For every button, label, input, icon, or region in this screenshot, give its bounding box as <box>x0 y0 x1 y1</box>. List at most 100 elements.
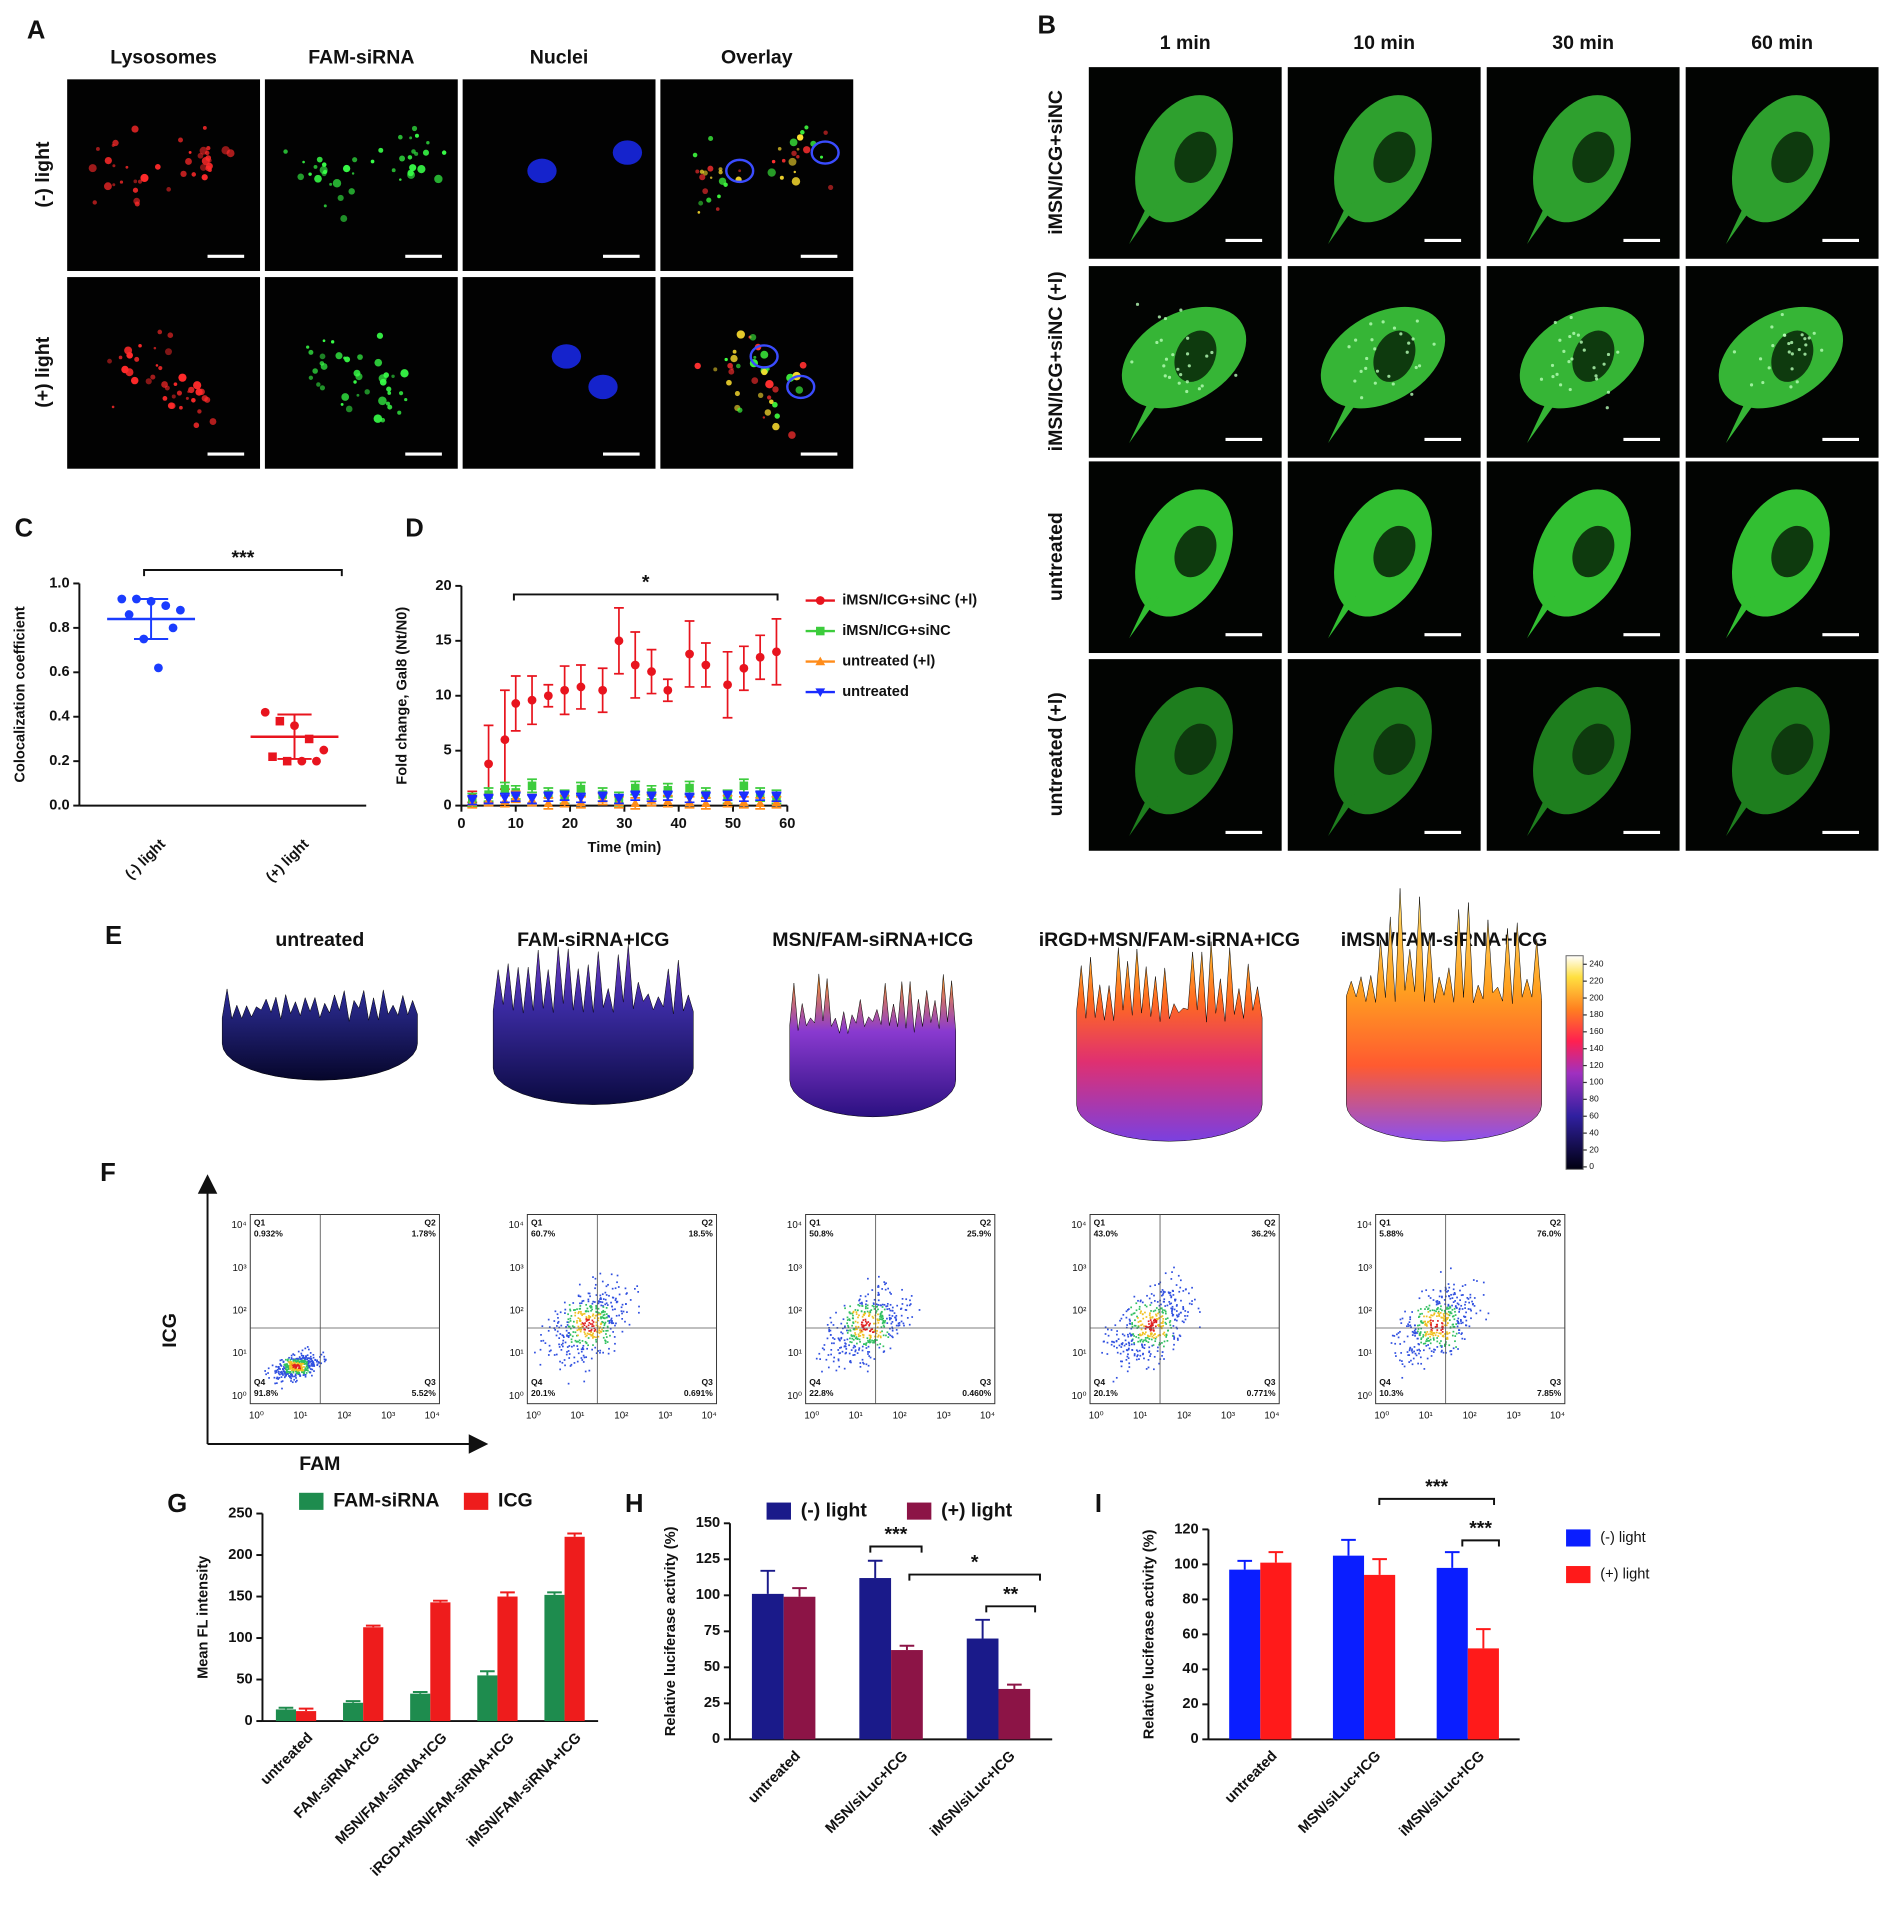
event-dot <box>1140 1312 1142 1314</box>
bar <box>1260 1563 1291 1740</box>
event-dot <box>581 1302 583 1304</box>
event-dot <box>865 1344 867 1346</box>
y-axis-label: Colocalization coefficient <box>13 606 29 782</box>
colorbar <box>1566 956 1583 1170</box>
event-dot <box>583 1329 585 1331</box>
event-dot <box>1128 1342 1130 1344</box>
signal <box>412 126 417 131</box>
y-tick-label: 10⁴ <box>232 1220 247 1231</box>
speckle <box>1583 349 1586 352</box>
event-dot <box>1143 1325 1145 1327</box>
event-dot <box>910 1303 912 1305</box>
event-dot <box>587 1308 589 1310</box>
plot-frame <box>527 1214 716 1403</box>
micrograph <box>1487 461 1680 653</box>
speckle <box>1178 382 1181 385</box>
event-dot <box>304 1348 306 1350</box>
event-dot <box>281 1373 283 1375</box>
event-dot <box>322 1352 324 1354</box>
event-dot <box>830 1322 832 1324</box>
event-dot <box>849 1305 851 1307</box>
event-dot <box>902 1298 904 1300</box>
event-dot <box>297 1362 299 1364</box>
signal <box>386 387 391 392</box>
event-dot <box>861 1311 863 1313</box>
colorbar-tick-label: 240 <box>1589 959 1603 969</box>
speckle <box>1570 357 1573 360</box>
signal <box>203 126 207 130</box>
x-tick-label: 10⁴ <box>1264 1410 1279 1421</box>
speckle <box>1210 351 1213 354</box>
y-axis-label: Relative luciferase activity (%) <box>1142 1529 1158 1739</box>
event-dot <box>557 1313 559 1315</box>
event-dot <box>1149 1285 1151 1287</box>
event-dot <box>858 1347 860 1349</box>
event-dot <box>909 1299 911 1301</box>
event-dot <box>865 1306 867 1308</box>
signal <box>166 187 171 192</box>
event-dot <box>1160 1308 1162 1310</box>
event-dot <box>625 1287 627 1289</box>
event-dot <box>318 1361 320 1363</box>
y-tick-label: 0.2 <box>49 753 69 769</box>
event-dot <box>599 1313 601 1315</box>
event-dot <box>1144 1344 1146 1346</box>
x-tick-label: 10³ <box>381 1410 396 1421</box>
event-dot <box>1149 1298 1151 1300</box>
event-dot <box>845 1353 847 1355</box>
event-dot <box>1425 1289 1427 1291</box>
event-dot <box>890 1323 892 1325</box>
event-dot <box>593 1321 595 1323</box>
event-dot <box>819 1358 821 1360</box>
event-dot <box>1162 1333 1164 1335</box>
event-dot <box>1132 1333 1134 1335</box>
event-dot <box>1417 1325 1419 1327</box>
data-point <box>169 623 178 632</box>
micrograph <box>1487 266 1680 458</box>
event-dot <box>1128 1366 1130 1368</box>
event-dot <box>603 1337 605 1339</box>
event-dot <box>873 1331 875 1333</box>
event-dot <box>844 1339 846 1341</box>
event-dot <box>581 1357 583 1359</box>
event-dot <box>860 1329 862 1331</box>
quadrant-name: Q3 <box>1264 1377 1276 1387</box>
event-dot <box>840 1338 842 1340</box>
event-dot <box>877 1344 879 1346</box>
event-dot <box>1446 1324 1448 1326</box>
event-dot <box>1410 1360 1412 1362</box>
image-background <box>660 277 853 469</box>
event-dot <box>561 1349 563 1351</box>
event-dot <box>296 1368 298 1370</box>
quadrant-percent: 10.3% <box>1379 1388 1404 1398</box>
speckle <box>1551 364 1554 367</box>
event-dot <box>1428 1295 1430 1297</box>
event-dot <box>276 1382 278 1384</box>
event-dot <box>1123 1351 1125 1353</box>
bar <box>998 1689 1030 1739</box>
signal <box>409 136 412 139</box>
signal <box>763 416 765 418</box>
signal <box>392 168 396 172</box>
signal <box>161 381 168 388</box>
event-dot <box>288 1367 290 1369</box>
signal <box>399 156 405 162</box>
speckle <box>1568 335 1571 338</box>
event-dot <box>569 1304 571 1306</box>
event-dot <box>867 1340 869 1342</box>
y-tick-label: 60 <box>1182 1626 1198 1642</box>
colorbar-tick-label: 200 <box>1589 992 1603 1002</box>
event-dot <box>1134 1325 1136 1327</box>
panel-letter: A <box>27 17 46 45</box>
event-dot <box>1150 1330 1152 1332</box>
event-dot <box>1439 1302 1441 1304</box>
event-dot <box>604 1314 606 1316</box>
event-dot <box>585 1336 587 1338</box>
event-dot <box>880 1337 882 1339</box>
event-dot <box>828 1329 830 1331</box>
error-bar <box>567 1533 582 1536</box>
event-dot <box>1415 1332 1417 1334</box>
event-dot <box>892 1330 894 1332</box>
bar <box>497 1597 517 1722</box>
event-dot <box>1423 1316 1425 1318</box>
